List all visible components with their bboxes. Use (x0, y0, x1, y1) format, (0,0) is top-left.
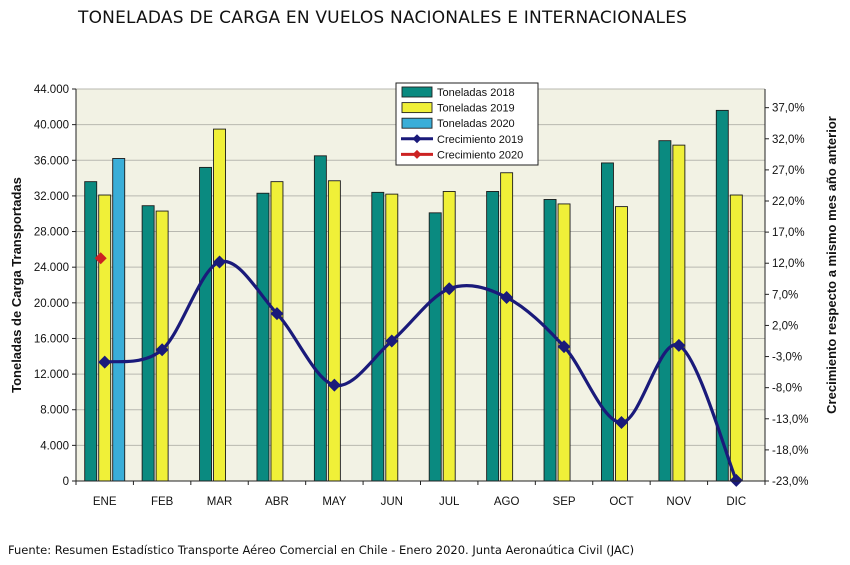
legend-marker (412, 149, 422, 159)
y2-tick-label: -18,0% (772, 445, 808, 457)
bar-2018 (371, 191, 385, 482)
y-tick-label: 36.000 (34, 155, 69, 167)
y2-tick-label: 7,0% (772, 289, 798, 301)
bar-2018 (141, 205, 155, 482)
bar-2019 (98, 194, 112, 482)
growth-2019-point (385, 334, 399, 348)
bar-2018 (543, 199, 557, 482)
growth-2019-point (729, 473, 743, 487)
x-tick-label: JUN (381, 496, 403, 508)
x-tick-label: FEB (151, 496, 174, 508)
y-tick-label: 8.000 (40, 405, 69, 417)
x-axis-ticks: ENE FEB MAR ABR MAY JUN JUL AGO SEP OCT NOV DIC (75, 481, 766, 508)
y2-axis-title: Crecimiento respecto a mismo mes año ant… (824, 116, 839, 414)
growth-2019-point (213, 255, 227, 269)
y-tick-label: 24.000 (34, 262, 69, 274)
growth-2019-point (270, 307, 284, 321)
growth-lines (94, 252, 743, 487)
bar-2019 (729, 194, 743, 482)
growth-2020-point (94, 252, 107, 265)
chart-title: TONELADAS DE CARGA EN VUELOS NACIONALES … (78, 8, 688, 28)
y-tick-label: 32.000 (34, 191, 69, 203)
y-axis-ticks: 0 4.000 8.000 12.000 16.000 20.000 24.000 28.00… (34, 84, 76, 488)
y-tick-label: 4.000 (40, 440, 69, 452)
x-tick-label: OCT (609, 496, 633, 508)
y2-tick-label: 2,0% (772, 320, 798, 332)
growth-2019-point (500, 290, 514, 304)
y2-tick-label: -3,0% (772, 352, 802, 364)
y2-tick-label: -23,0% (772, 476, 808, 488)
bar-2019 (442, 191, 456, 482)
bar-2019 (672, 144, 686, 482)
bar-2018 (256, 192, 270, 482)
bar-2018 (486, 191, 500, 482)
growth-2019-point (557, 340, 571, 354)
growth-2019-point (98, 355, 112, 369)
y-tick-label: 0 (63, 476, 69, 488)
y2-tick-label: 32,0% (772, 134, 805, 146)
bar-2018 (601, 162, 614, 482)
bar-2018 (313, 155, 327, 482)
gridlines (76, 88, 765, 446)
legend-label: Toneladas 2019 (437, 103, 515, 115)
y-tick-label: 44.000 (34, 84, 69, 96)
legend-swatch (401, 102, 433, 114)
bar-2018 (428, 212, 442, 482)
growth-2019-point (155, 343, 169, 357)
bar-2018 (658, 140, 672, 482)
growth-2019-point (327, 378, 341, 392)
legend-label: Toneladas 2018 (437, 87, 515, 99)
x-tick-label: DIC (726, 496, 746, 508)
bar-2019 (270, 181, 284, 482)
chart: 0 4.000 8.000 12.000 16.000 20.000 24.000 28.00… (9, 82, 839, 508)
y2-axis-ticks: -23,0% -18,0% -13,0% -8,0% -3,0% 2,0% 7,0% 12,0… (765, 103, 808, 488)
bar-2019 (500, 172, 514, 482)
bar-2019 (213, 128, 226, 482)
legend-label: Toneladas 2020 (437, 118, 515, 130)
y2-tick-label: 12,0% (772, 258, 805, 270)
legend-marker (412, 134, 422, 144)
x-tick-label: MAY (322, 496, 346, 508)
growth-2019-point (614, 416, 628, 430)
bar-2019 (615, 206, 628, 482)
y2-tick-label: 37,0% (772, 103, 805, 115)
y2-tick-label: -13,0% (772, 414, 808, 426)
growth-2019-point (442, 282, 456, 296)
legend-swatch (401, 86, 433, 98)
legend-swatch (401, 117, 433, 129)
bar-2018 (199, 166, 212, 482)
source-note: Fuente: Resumen Estadístico Transporte A… (8, 543, 635, 557)
legend: Toneladas 2018 Toneladas 2019 Toneladas 20… (395, 82, 539, 166)
x-tick-label: NOV (666, 496, 691, 508)
x-tick-label: ENE (93, 496, 117, 508)
bar-2019 (327, 180, 341, 482)
legend-label: Crecimiento 2020 (437, 149, 523, 161)
y-tick-label: 12.000 (34, 369, 69, 381)
y-axis-title: Toneladas de Carga Transportadas (9, 177, 24, 393)
bars (84, 109, 743, 482)
y2-tick-label: 27,0% (772, 165, 805, 177)
y2-tick-label: 22,0% (772, 196, 805, 208)
bar-2018 (84, 181, 98, 482)
y2-tick-label: -8,0% (772, 383, 802, 395)
legend-label: Crecimiento 2019 (437, 134, 523, 146)
x-tick-label: MAR (207, 496, 233, 508)
y2-tick-label: 17,0% (772, 227, 805, 239)
x-tick-label: ABR (265, 496, 289, 508)
x-tick-label: AGO (494, 496, 520, 508)
growth-2019-point (672, 338, 686, 352)
y-tick-label: 16.000 (34, 333, 69, 345)
y-tick-label: 40.000 (34, 120, 69, 132)
y-tick-label: 20.000 (34, 298, 69, 310)
x-tick-label: SEP (553, 496, 576, 508)
y-tick-label: 28.000 (34, 227, 69, 239)
bar-2020 (112, 158, 126, 482)
x-tick-label: JUL (439, 496, 460, 508)
